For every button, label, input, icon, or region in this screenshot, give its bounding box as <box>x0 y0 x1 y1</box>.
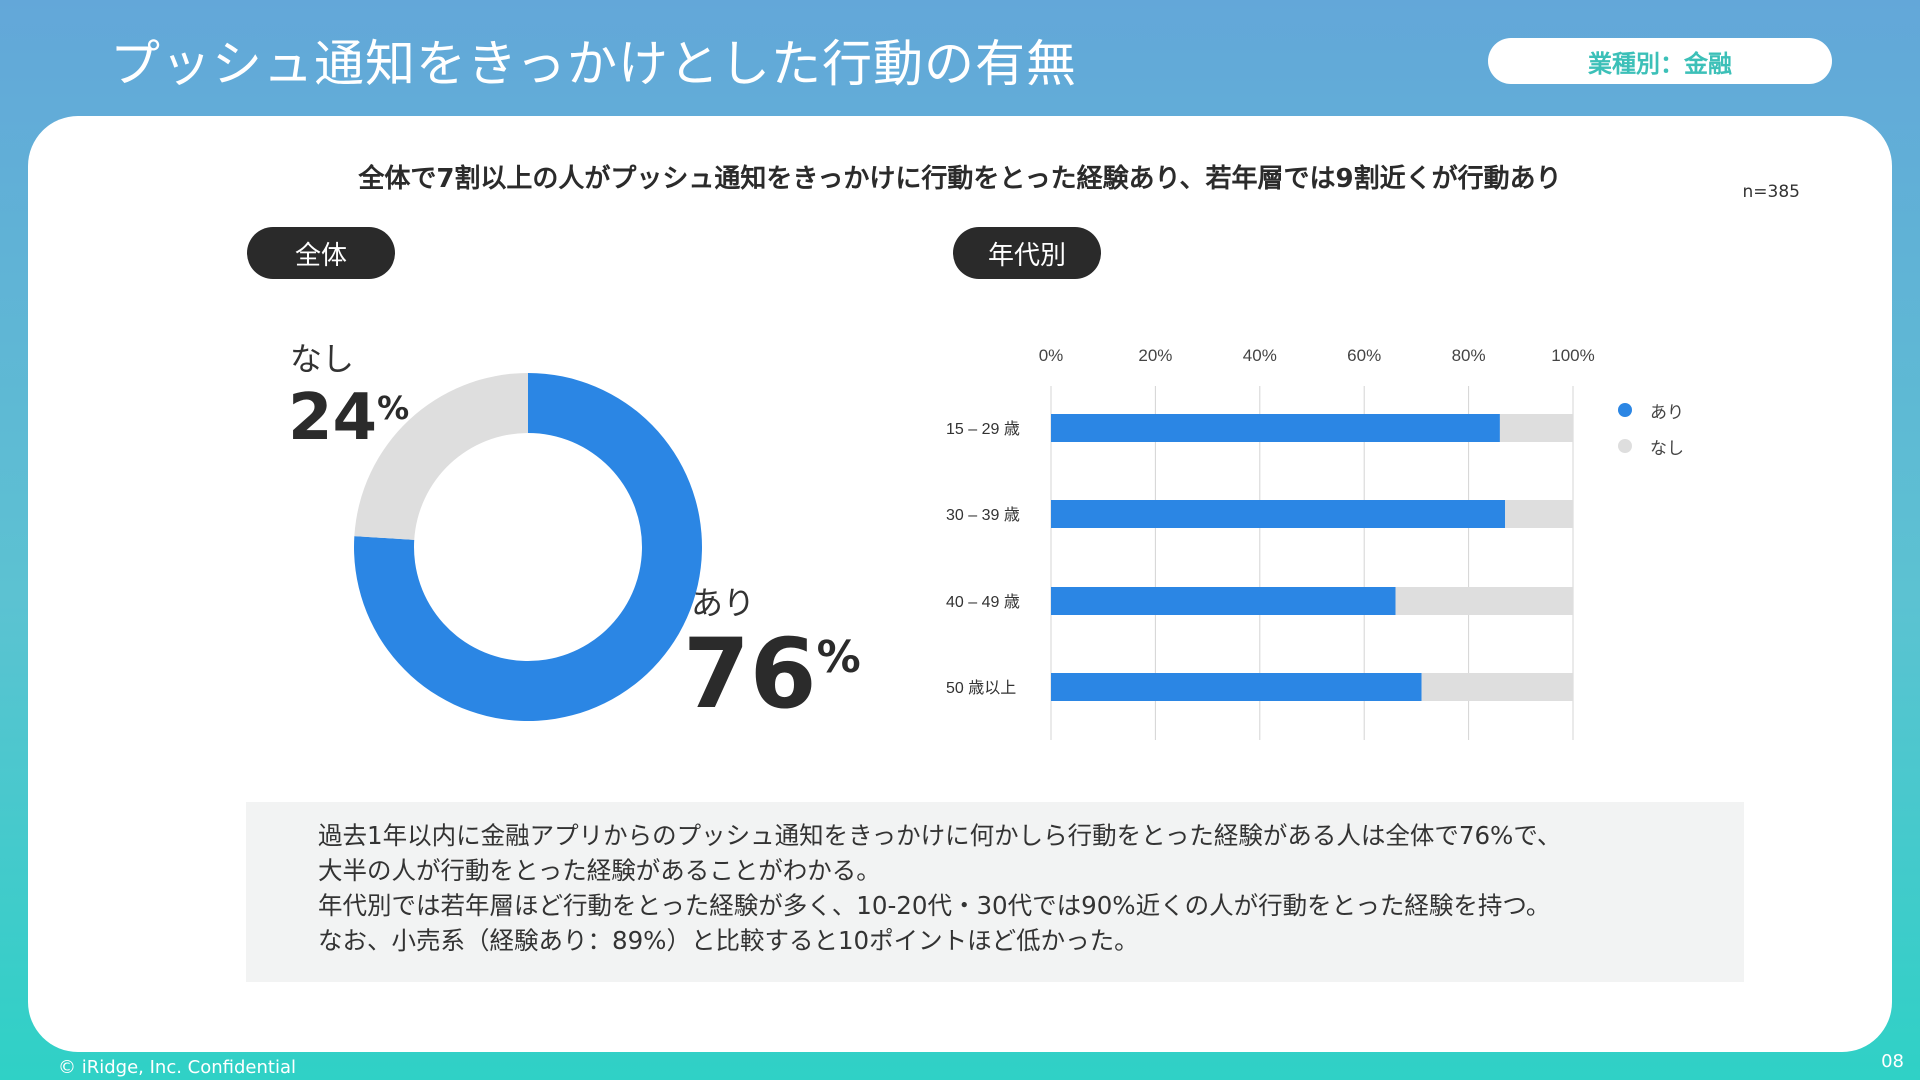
legend-dot-yes <box>1618 403 1632 417</box>
slide-title: プッシュ通知をきっかけとした行動の有無 <box>110 35 1077 93</box>
summary-line: 過去1年以内に金融アプリからのプッシュ通知をきっかけに何かしら行動をとった経験が… <box>318 821 1562 850</box>
bar-none <box>1421 673 1573 701</box>
x-tick-label: 0% <box>1039 346 1064 365</box>
bar-none <box>1499 414 1573 442</box>
donut-none-value: 24 <box>288 381 378 455</box>
legend-label-yes: あり <box>1650 402 1684 423</box>
donut-none-unit: % <box>377 389 410 427</box>
donut-none-percent: 24% <box>288 386 409 450</box>
donut-chart <box>354 373 702 721</box>
summary-box: 過去1年以内に金融アプリからのプッシュ通知をきっかけに何かしら行動をとった経験が… <box>246 802 1744 982</box>
legend-dot-none <box>1618 439 1632 453</box>
bar-yes <box>1051 500 1506 528</box>
donut-yes-unit: % <box>816 632 861 683</box>
x-tick-label: 60% <box>1347 346 1381 365</box>
y-category-label: 40 – 49 歳 <box>946 593 1020 611</box>
sample-size: n=385 <box>1742 182 1800 202</box>
headline: 全体で7割以上の人がプッシュ通知をきっかけに行動をとった経験あり、若年層では9割… <box>358 164 1562 194</box>
summary-line: 大半の人が行動をとった経験があることがわかる。 <box>318 856 881 885</box>
donut-yes-value: 76 <box>683 618 817 730</box>
content-card: 全体で7割以上の人がプッシュ通知をきっかけに行動をとった経験あり、若年層では9割… <box>28 116 1892 1052</box>
bar-none <box>1395 587 1573 615</box>
page-number: 08 <box>1881 1051 1904 1072</box>
bar-yes <box>1051 587 1396 615</box>
y-category-label: 50 歳以上 <box>946 679 1016 697</box>
x-tick-label: 40% <box>1243 346 1277 365</box>
x-tick-label: 100% <box>1551 346 1594 365</box>
section-pill-overall: 全体 <box>247 227 395 279</box>
donut-yes-percent: 76% <box>683 626 861 722</box>
chart-legend: あり なし <box>1618 392 1684 464</box>
bar-yes <box>1051 673 1422 701</box>
donut-yes-label: あり <box>691 584 756 622</box>
legend-item-yes: あり <box>1618 392 1684 428</box>
footer-copyright: © iRidge, Inc. Confidential <box>58 1057 296 1078</box>
legend-label-none: なし <box>1650 438 1684 459</box>
age-bar-chart: 0% 20% 40% 60% 80% 100% 15 – 29 歳 30 – 39 歳 40 –… <box>946 346 1595 740</box>
donut-none-label: なし <box>290 340 355 378</box>
legend-item-none: なし <box>1618 428 1684 464</box>
y-category-label: 30 – 39 歳 <box>946 506 1020 524</box>
x-tick-label: 80% <box>1452 346 1486 365</box>
bar-none <box>1505 500 1573 528</box>
bar-yes <box>1051 414 1500 442</box>
x-tick-label: 20% <box>1138 346 1172 365</box>
donut-slice-yes <box>354 373 702 721</box>
summary-line: なお、小売系（経験あり：89%）と比較すると10ポイントほど低かった。 <box>318 926 1139 955</box>
summary-line: 年代別では若年層ほど行動をとった経験が多く、10-20代・30代では90%近くの… <box>318 891 1551 920</box>
industry-badge: 業種別：金融 <box>1488 38 1832 84</box>
section-pill-by-age: 年代別 <box>953 227 1101 279</box>
y-category-label: 15 – 29 歳 <box>946 420 1020 438</box>
donut-slice-none <box>354 373 528 540</box>
